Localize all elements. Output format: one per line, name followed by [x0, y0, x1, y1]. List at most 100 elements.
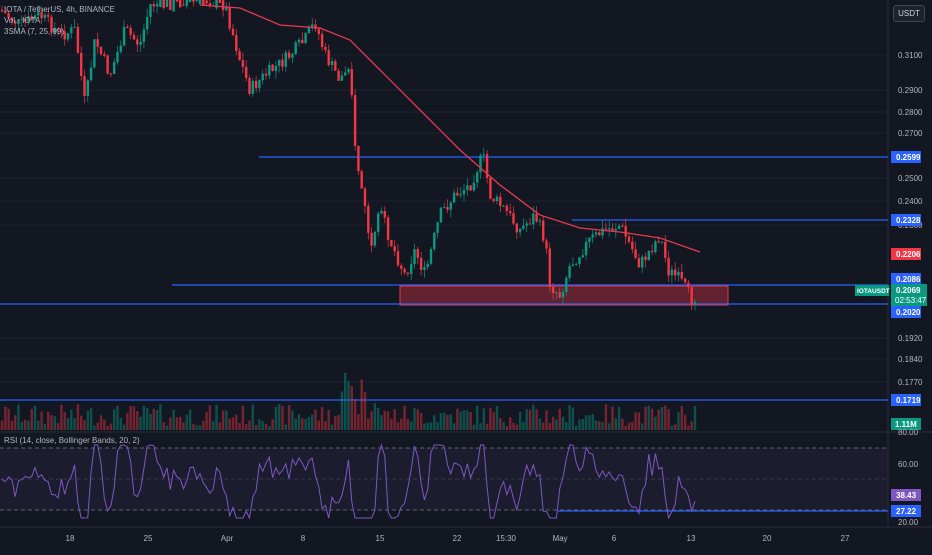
volume-bar [584, 415, 588, 430]
volume-bar [545, 410, 548, 430]
candle-body [258, 80, 261, 89]
candle-body [297, 39, 301, 43]
time-axis[interactable]: 18 25 Apr 8 15 22 15:30 May 6 13 20 27 [66, 534, 850, 543]
candle-body [281, 59, 284, 67]
candle-body [443, 206, 446, 208]
volume-bar [367, 418, 370, 430]
volume-bar [492, 412, 495, 430]
candle-body [492, 198, 495, 202]
volume-bar [136, 411, 139, 430]
volume-bar [433, 415, 436, 430]
volume-bar [482, 408, 485, 430]
volume-bar [479, 423, 482, 430]
volume-bar [169, 417, 172, 430]
candle-body [139, 42, 142, 45]
volume-bar [598, 421, 601, 430]
candle-body [89, 67, 93, 81]
volume-bar [495, 406, 499, 430]
volume-bar [301, 418, 304, 430]
candle-body [578, 257, 581, 264]
price-tick: 0.3100 [898, 51, 923, 60]
level-badge-text: 0.2020 [896, 308, 921, 317]
sma-legend[interactable]: 3SMA (7, 25, 99) [4, 27, 65, 36]
candle-body [535, 213, 538, 222]
volume-bar [149, 413, 152, 430]
volume-legend[interactable]: Vol · IOTA [4, 16, 41, 25]
candle-body [690, 287, 693, 305]
volume-bar [647, 405, 650, 430]
candle-body [505, 205, 509, 212]
horizontal-levels[interactable] [0, 156, 888, 512]
price-tick: 0.2800 [898, 108, 923, 117]
candle-body [80, 52, 83, 76]
candle-body [604, 228, 608, 230]
volume-bar [70, 409, 73, 430]
volume-bar [423, 423, 426, 430]
candle-body [294, 42, 297, 54]
candle-body [502, 205, 505, 207]
volume-bar [525, 409, 528, 430]
candle-body [307, 27, 311, 34]
candle-body [7, 13, 10, 18]
volume-bar [340, 391, 344, 430]
volume-bar [188, 409, 192, 430]
candle-body [479, 155, 482, 173]
volume-bar [452, 423, 456, 430]
candle-body [40, 12, 43, 19]
volume-bar [0, 420, 4, 430]
candle-body [383, 210, 386, 218]
volume-bar [334, 416, 337, 430]
candle-body [146, 16, 149, 30]
candle-body [4, 11, 7, 14]
candle-body [136, 39, 139, 45]
candle-body [245, 66, 248, 78]
volume-bar [604, 404, 608, 430]
volume-bar [558, 408, 561, 430]
candle-body [466, 185, 469, 191]
candle-body [113, 62, 116, 75]
volume-bar [254, 424, 258, 430]
candle-body [198, 0, 202, 4]
candle-body [532, 213, 535, 225]
volume-bar [386, 411, 390, 430]
volume-bar [542, 422, 545, 430]
volume-badge [891, 418, 921, 430]
volume-bar [258, 419, 261, 430]
candle-body [436, 222, 439, 233]
volume-bar [390, 418, 393, 430]
rsi-axis[interactable]: 80.00 60.00 20.00 [898, 428, 919, 527]
candle-body [179, 0, 182, 8]
volume-bar [657, 409, 660, 430]
candle-body [538, 220, 542, 222]
volume-bar [670, 425, 674, 430]
level-badge [891, 151, 921, 163]
volume-bar [40, 411, 43, 430]
currency-button[interactable]: USDT [893, 5, 925, 22]
candle-body [680, 271, 683, 279]
candle-body [367, 205, 370, 233]
candle-body [403, 268, 406, 273]
candle-body [228, 7, 231, 29]
candle-body [393, 246, 396, 252]
candle-body [588, 237, 591, 242]
volume-bar [208, 405, 212, 430]
candle-body [601, 228, 604, 236]
candle-body [575, 263, 578, 265]
candle-body [251, 80, 254, 94]
rsi-level-badge-text: 27.22 [896, 507, 917, 516]
time-label: 20 [763, 534, 772, 543]
candle-body [641, 256, 644, 268]
volume-bar [116, 405, 119, 430]
candle-body [337, 70, 340, 81]
candle-body [561, 291, 565, 298]
volume-bar [20, 421, 23, 430]
symbol-title[interactable]: IOTA / TetherUS, 4h, BINANCE [4, 5, 115, 14]
volume-bar [278, 404, 281, 430]
candle-body [542, 220, 545, 241]
candle-body [459, 194, 462, 196]
volume-bar [466, 410, 469, 430]
candle-body [416, 249, 419, 258]
volume-bar [165, 425, 169, 430]
